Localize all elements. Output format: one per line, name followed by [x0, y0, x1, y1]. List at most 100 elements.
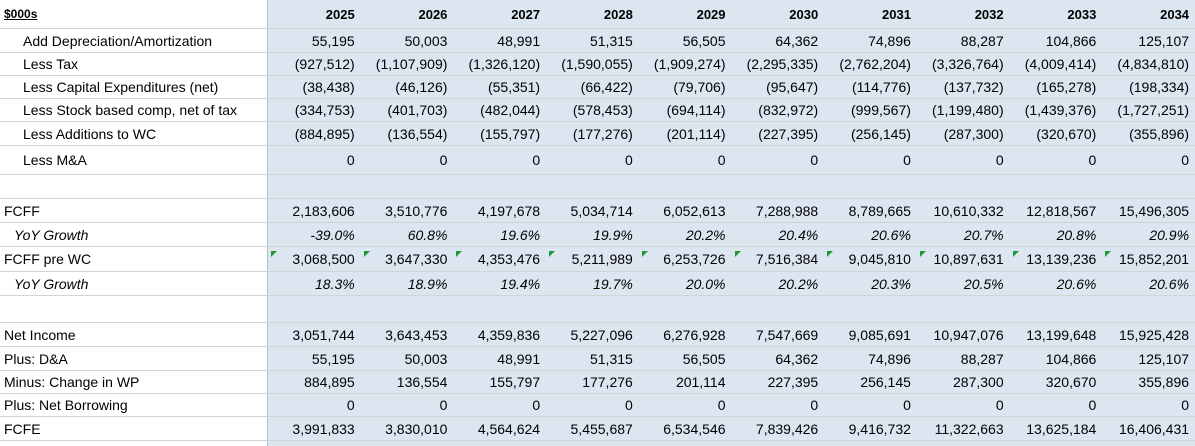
value-cell[interactable]: 10,947,076: [933, 326, 1004, 343]
value-cell[interactable]: 0: [532, 397, 541, 413]
value-cell[interactable]: 136,554: [396, 374, 448, 390]
value-cell[interactable]: 20.0%: [685, 275, 726, 292]
value-cell[interactable]: 20.6%: [1149, 275, 1190, 292]
value-cell[interactable]: 5,034,714: [570, 202, 633, 219]
value-cell[interactable]: 20.5%: [963, 275, 1004, 292]
year-header-cell[interactable]: 2034: [1160, 6, 1190, 22]
value-cell[interactable]: (832,972): [758, 102, 819, 118]
row-label[interactable]: YoY Growth: [14, 275, 89, 292]
value-cell[interactable]: 55,195: [311, 350, 355, 367]
value-cell[interactable]: 256,145: [860, 374, 911, 390]
row-label[interactable]: Less Capital Expenditures (net): [23, 79, 219, 95]
value-cell[interactable]: 4,359,836: [477, 326, 541, 343]
value-cell[interactable]: 125,107: [1138, 350, 1190, 367]
value-cell[interactable]: (256,145): [850, 125, 911, 142]
value-cell[interactable]: 0: [1088, 397, 1097, 413]
value-cell[interactable]: (1,590,055): [561, 56, 633, 72]
value-cell[interactable]: 11,322,663: [934, 420, 1004, 437]
value-cell[interactable]: 48,991: [497, 32, 541, 49]
year-header-cell[interactable]: 2030: [789, 6, 819, 22]
value-cell[interactable]: 64,362: [775, 32, 819, 49]
value-cell[interactable]: (1,326,120): [468, 56, 541, 72]
value-cell[interactable]: 8,789,665: [848, 202, 911, 219]
value-cell[interactable]: 16,406,431: [1118, 420, 1190, 437]
value-cell[interactable]: 9,045,810: [824, 251, 917, 267]
value-cell[interactable]: 19.9%: [593, 226, 633, 243]
value-cell[interactable]: 0: [1181, 397, 1190, 413]
value-cell[interactable]: 7,288,988: [755, 202, 819, 219]
value-cell[interactable]: (401,703): [387, 102, 448, 118]
value-cell[interactable]: (46,126): [395, 79, 448, 95]
value-cell[interactable]: 18.9%: [407, 275, 448, 292]
value-cell[interactable]: 104,866: [1045, 350, 1097, 367]
value-cell[interactable]: 20.4%: [778, 226, 819, 243]
value-cell[interactable]: 3,510,776: [385, 202, 448, 219]
value-cell[interactable]: 13,625,184: [1026, 420, 1097, 437]
value-cell[interactable]: 4,353,476: [453, 251, 546, 267]
value-cell[interactable]: 60.8%: [407, 226, 448, 243]
year-header-cell[interactable]: 2032: [974, 6, 1004, 22]
value-cell[interactable]: 0: [625, 397, 633, 413]
value-cell[interactable]: (1,199,480): [932, 102, 1004, 118]
value-cell[interactable]: (355,896): [1129, 125, 1190, 142]
value-cell[interactable]: 15,852,201: [1102, 251, 1195, 267]
value-cell[interactable]: (884,895): [294, 125, 355, 142]
value-cell[interactable]: 5,211,989: [546, 251, 639, 267]
row-label[interactable]: FCFE: [4, 420, 41, 437]
value-cell[interactable]: 3,647,330: [361, 251, 454, 267]
year-header-cell[interactable]: 2025: [325, 6, 355, 22]
value-cell[interactable]: 56,505: [682, 350, 726, 367]
value-cell[interactable]: 0: [346, 152, 355, 168]
value-cell[interactable]: 4,197,678: [477, 202, 541, 219]
value-cell[interactable]: 0: [439, 397, 448, 413]
value-cell[interactable]: 19.4%: [500, 275, 541, 292]
value-cell[interactable]: 0: [717, 397, 726, 413]
value-cell[interactable]: (4,834,810): [1117, 56, 1190, 72]
value-cell[interactable]: 20.8%: [1056, 226, 1097, 243]
value-cell[interactable]: 3,051,744: [292, 326, 355, 343]
row-label[interactable]: Less Tax: [23, 56, 78, 72]
value-cell[interactable]: 201,114: [675, 374, 726, 390]
year-header-cell[interactable]: 2026: [418, 6, 448, 22]
value-cell[interactable]: 0: [346, 397, 355, 413]
value-cell[interactable]: 4,564,624: [477, 420, 541, 437]
value-cell[interactable]: (155,797): [480, 125, 541, 142]
value-cell[interactable]: 7,547,669: [755, 326, 819, 343]
value-cell[interactable]: 51,315: [589, 32, 633, 49]
value-cell[interactable]: (165,278): [1036, 79, 1097, 95]
value-cell[interactable]: 104,866: [1045, 32, 1097, 49]
value-cell[interactable]: (95,647): [766, 79, 819, 95]
value-cell[interactable]: (2,295,335): [746, 56, 819, 72]
row-label[interactable]: YoY Growth: [14, 226, 89, 243]
row-label[interactable]: Less M&A: [23, 152, 87, 168]
row-label[interactable]: Net Income: [4, 326, 76, 343]
value-cell[interactable]: 9,416,732: [848, 420, 911, 437]
value-cell[interactable]: (1,909,274): [653, 56, 726, 72]
value-cell[interactable]: 0: [810, 152, 819, 168]
row-label[interactable]: Less Additions to WC: [23, 125, 157, 142]
value-cell[interactable]: 20.9%: [1149, 226, 1190, 243]
value-cell[interactable]: 0: [903, 152, 911, 168]
value-cell[interactable]: 15,496,305: [1118, 202, 1190, 219]
value-cell[interactable]: 6,253,726: [639, 251, 732, 267]
value-cell[interactable]: (66,422): [580, 79, 633, 95]
row-label[interactable]: Plus: Net Borrowing: [4, 397, 128, 413]
value-cell[interactable]: 20.2%: [685, 226, 726, 243]
unit-label[interactable]: $000s: [4, 7, 38, 21]
value-cell[interactable]: 9,085,691: [848, 326, 911, 343]
value-cell[interactable]: 19.6%: [500, 226, 541, 243]
value-cell[interactable]: (578,453): [572, 102, 633, 118]
value-cell[interactable]: 0: [717, 152, 726, 168]
value-cell[interactable]: 355,896: [1138, 374, 1190, 390]
row-label[interactable]: FCFF pre WC: [4, 251, 92, 267]
value-cell[interactable]: 48,991: [497, 350, 541, 367]
value-cell[interactable]: 320,670: [1045, 374, 1097, 390]
year-header-cell[interactable]: 2029: [696, 6, 726, 22]
value-cell[interactable]: (227,395): [758, 125, 819, 142]
value-cell[interactable]: 2,183,606: [292, 202, 355, 219]
value-cell[interactable]: 88,287: [960, 350, 1004, 367]
value-cell[interactable]: 0: [810, 397, 819, 413]
value-cell[interactable]: 74,896: [868, 32, 911, 49]
value-cell[interactable]: 12,818,567: [1026, 202, 1097, 219]
